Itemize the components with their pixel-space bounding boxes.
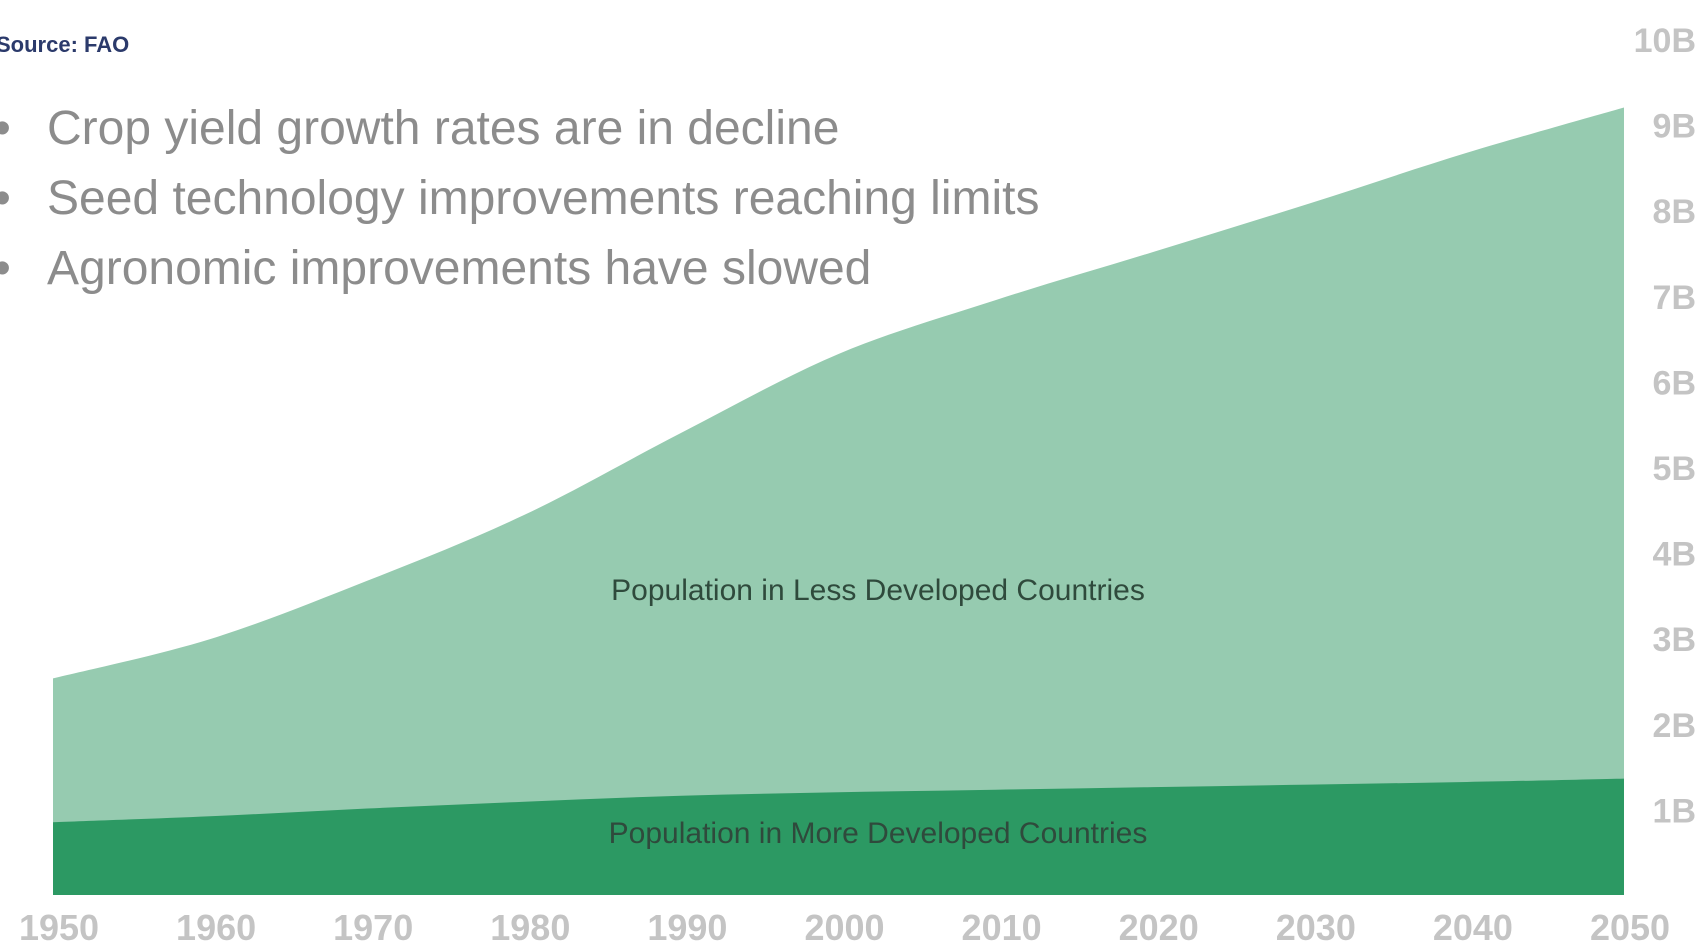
x-tick-label: 2040: [1433, 907, 1513, 943]
x-tick-label: 1990: [647, 907, 727, 943]
y-tick-label: 9B: [1653, 108, 1696, 146]
x-tick-label: 2010: [962, 907, 1042, 943]
bullet-text: Seed technology improvements reaching li…: [47, 172, 1040, 225]
y-tick-label: 5B: [1653, 450, 1696, 488]
area-more-developed: [53, 778, 1624, 895]
y-tick-label: 8B: [1653, 193, 1696, 231]
x-tick-label: 2020: [1119, 907, 1199, 943]
y-axis-ticks: 1B 2B 3B 4B 5B 6B 7B 8B 9B 10B: [1634, 22, 1696, 830]
y-tick-label: 10B: [1634, 22, 1696, 60]
series-label-less-developed: Population in Less Developed Countries: [611, 574, 1145, 607]
bullet-icon: •: [0, 238, 11, 300]
bullet-item: • Crop yield growth rates are in decline: [0, 98, 1039, 168]
bullet-text: Crop yield growth rates are in decline: [47, 102, 840, 155]
bullet-text: Agronomic improvements have slowed: [47, 242, 872, 295]
y-tick-label: 7B: [1653, 279, 1696, 317]
area-less-developed: [53, 107, 1624, 895]
x-tick-label: 2030: [1276, 907, 1356, 943]
x-tick-label: 2050: [1590, 907, 1670, 943]
series-labels: Population in More Developed Countries Po…: [609, 574, 1148, 850]
bullet-item: • Agronomic improvements have slowed: [0, 238, 1039, 308]
x-tick-label: 2000: [804, 907, 884, 943]
bullet-item: • Seed technology improvements reaching l…: [0, 168, 1039, 238]
y-tick-label: 6B: [1653, 364, 1696, 402]
source-label: Source: FAO: [0, 32, 130, 57]
x-tick-label: 1960: [176, 907, 256, 943]
x-tick-label: 1980: [490, 907, 570, 943]
y-tick-label: 4B: [1653, 536, 1696, 574]
x-axis-ticks: 1950 1960 1970 1980 1990 2000 2010 2020 2030 2040…: [19, 907, 1670, 943]
x-tick-label: 1970: [333, 907, 413, 943]
bullet-list: •Crop yield growth rates are in decline …: [0, 98, 1039, 308]
bullet-icon: •: [0, 98, 11, 160]
bullet-icon: •: [0, 168, 11, 230]
chart-areas: [53, 107, 1624, 895]
y-tick-label: 1B: [1653, 792, 1696, 830]
y-tick-label: 2B: [1653, 707, 1696, 745]
x-tick-label: 1950: [19, 907, 99, 943]
series-label-more-developed: Population in More Developed Countries: [609, 817, 1148, 850]
y-tick-label: 3B: [1653, 621, 1696, 659]
